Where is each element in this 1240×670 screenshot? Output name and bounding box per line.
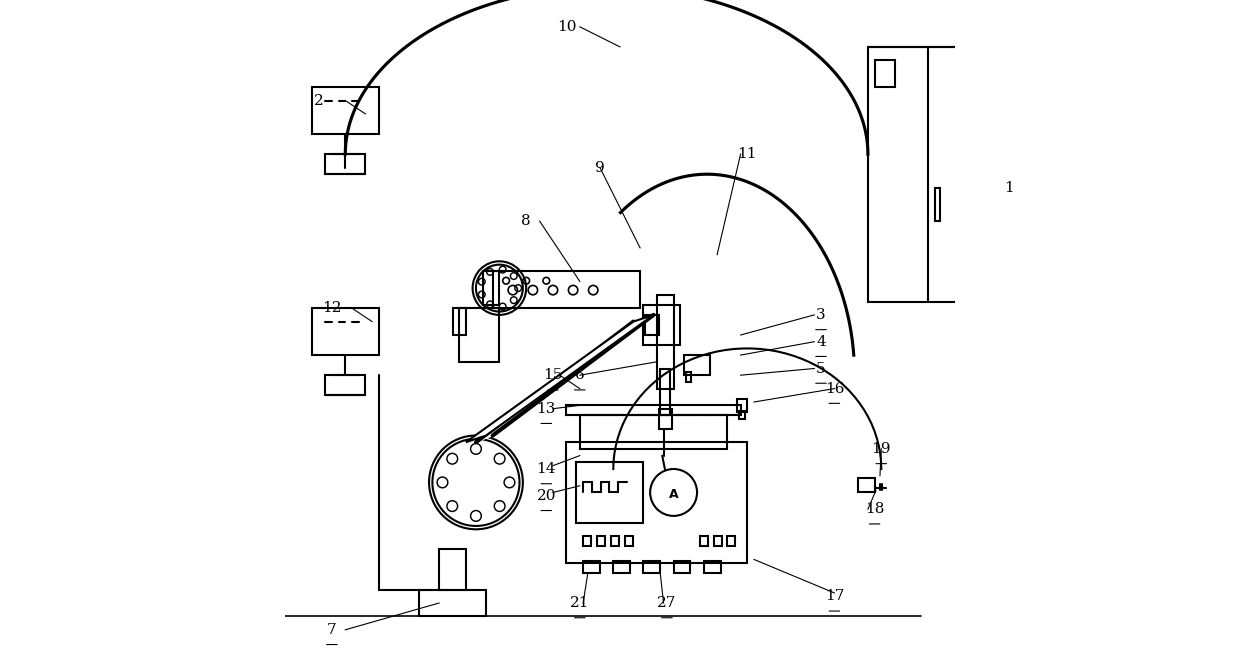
Bar — [311, 308, 378, 355]
Text: A: A — [668, 488, 678, 501]
Bar — [658, 409, 672, 429]
Text: 9: 9 — [595, 161, 605, 174]
Bar — [567, 442, 748, 563]
Bar — [325, 375, 366, 395]
Text: 19: 19 — [872, 442, 892, 456]
Bar — [673, 561, 691, 573]
Text: 1: 1 — [1003, 181, 1013, 194]
Text: 21: 21 — [570, 596, 589, 610]
Text: 2: 2 — [314, 94, 324, 107]
Bar — [453, 308, 466, 335]
Bar — [598, 536, 605, 546]
Polygon shape — [476, 322, 634, 442]
Bar — [325, 154, 366, 174]
Bar — [738, 399, 748, 412]
Bar — [739, 411, 745, 419]
Text: 5: 5 — [816, 362, 826, 375]
Text: 18: 18 — [866, 502, 884, 516]
Text: 8: 8 — [521, 214, 531, 228]
Bar — [583, 561, 600, 573]
Polygon shape — [466, 315, 653, 442]
Text: 10: 10 — [557, 20, 577, 34]
Bar — [644, 561, 660, 573]
Bar — [858, 478, 874, 492]
Bar — [657, 295, 673, 389]
Bar — [686, 372, 691, 382]
Bar — [704, 561, 720, 573]
Text: 14: 14 — [537, 462, 556, 476]
Bar — [701, 536, 708, 546]
Text: 17: 17 — [825, 590, 844, 603]
Text: 7: 7 — [327, 623, 337, 636]
Bar — [660, 369, 671, 415]
Bar — [492, 271, 640, 308]
Text: 13: 13 — [537, 402, 556, 415]
Bar — [614, 561, 630, 573]
Text: 4: 4 — [816, 335, 826, 348]
Text: 20: 20 — [537, 489, 556, 502]
Bar — [644, 305, 681, 345]
Bar — [625, 536, 634, 546]
Text: 27: 27 — [657, 596, 677, 610]
Bar — [580, 415, 727, 449]
Bar — [874, 60, 895, 87]
Bar — [439, 549, 466, 590]
Text: 12: 12 — [322, 302, 342, 315]
Bar — [868, 47, 1008, 302]
Bar — [577, 462, 644, 523]
Bar — [311, 87, 378, 134]
Bar — [646, 315, 658, 335]
Bar — [611, 536, 619, 546]
Bar — [419, 590, 486, 616]
Bar — [583, 536, 591, 546]
Text: 6: 6 — [575, 369, 585, 382]
Bar — [935, 188, 940, 221]
Bar — [727, 536, 735, 546]
Bar — [683, 355, 711, 375]
Text: 15: 15 — [543, 369, 563, 382]
Text: 3: 3 — [816, 308, 826, 322]
Bar — [482, 271, 500, 305]
Text: 11: 11 — [738, 147, 758, 161]
Bar — [459, 308, 500, 362]
Bar — [567, 405, 740, 415]
Bar — [714, 536, 722, 546]
Bar — [972, 188, 977, 221]
Text: 16: 16 — [825, 382, 844, 395]
